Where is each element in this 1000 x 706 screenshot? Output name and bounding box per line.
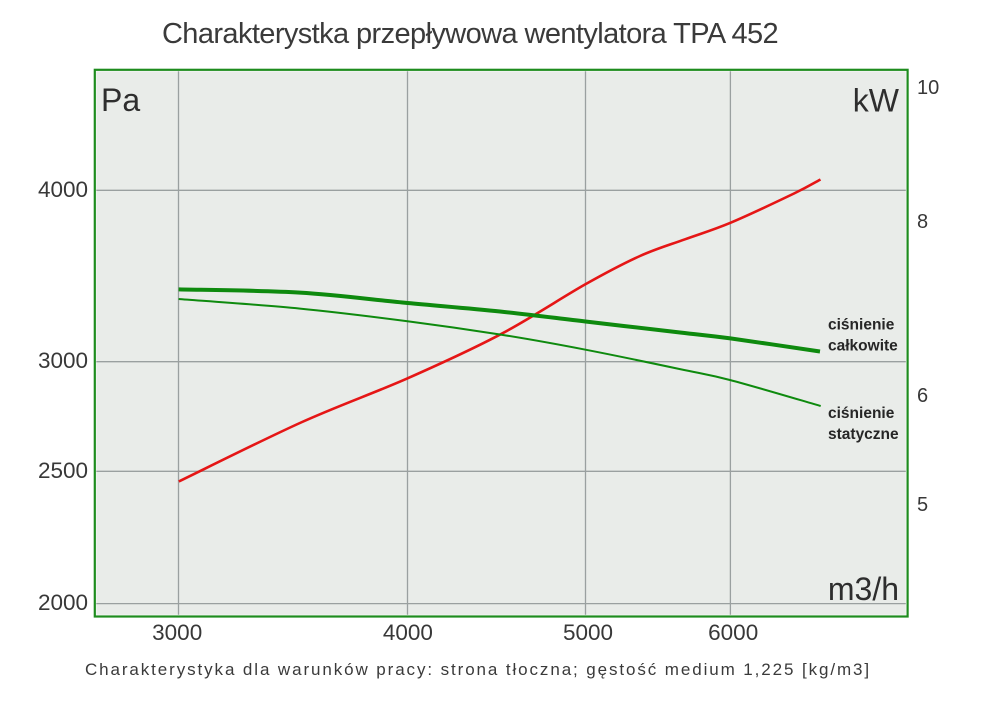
svg-text:10: 10 — [917, 77, 939, 99]
svg-text:ciśnienie: ciśnienie — [828, 405, 895, 422]
svg-text:Charakterystka przepływowa wen: Charakterystka przepływowa wentylatora T… — [162, 18, 778, 50]
svg-text:Charakterystyka dla warunków p: Charakterystyka dla warunków pracy: stro… — [85, 660, 871, 679]
svg-text:6000: 6000 — [708, 620, 758, 645]
svg-text:Pa: Pa — [101, 82, 140, 118]
svg-text:ciśnienie: ciśnienie — [828, 317, 895, 334]
svg-text:3000: 3000 — [38, 348, 88, 373]
svg-text:4000: 4000 — [38, 177, 88, 202]
svg-text:4000: 4000 — [383, 620, 433, 645]
svg-text:5: 5 — [917, 494, 928, 516]
svg-text:5000: 5000 — [563, 620, 613, 645]
svg-text:2500: 2500 — [38, 458, 88, 483]
svg-text:3000: 3000 — [152, 620, 202, 645]
svg-text:m3/h: m3/h — [828, 571, 899, 607]
svg-text:6: 6 — [917, 385, 928, 407]
svg-text:2000: 2000 — [38, 590, 88, 615]
svg-text:kW: kW — [853, 83, 900, 119]
svg-text:8: 8 — [917, 211, 928, 233]
svg-text:całkowite: całkowite — [828, 338, 898, 355]
svg-text:statyczne: statyczne — [828, 426, 899, 443]
